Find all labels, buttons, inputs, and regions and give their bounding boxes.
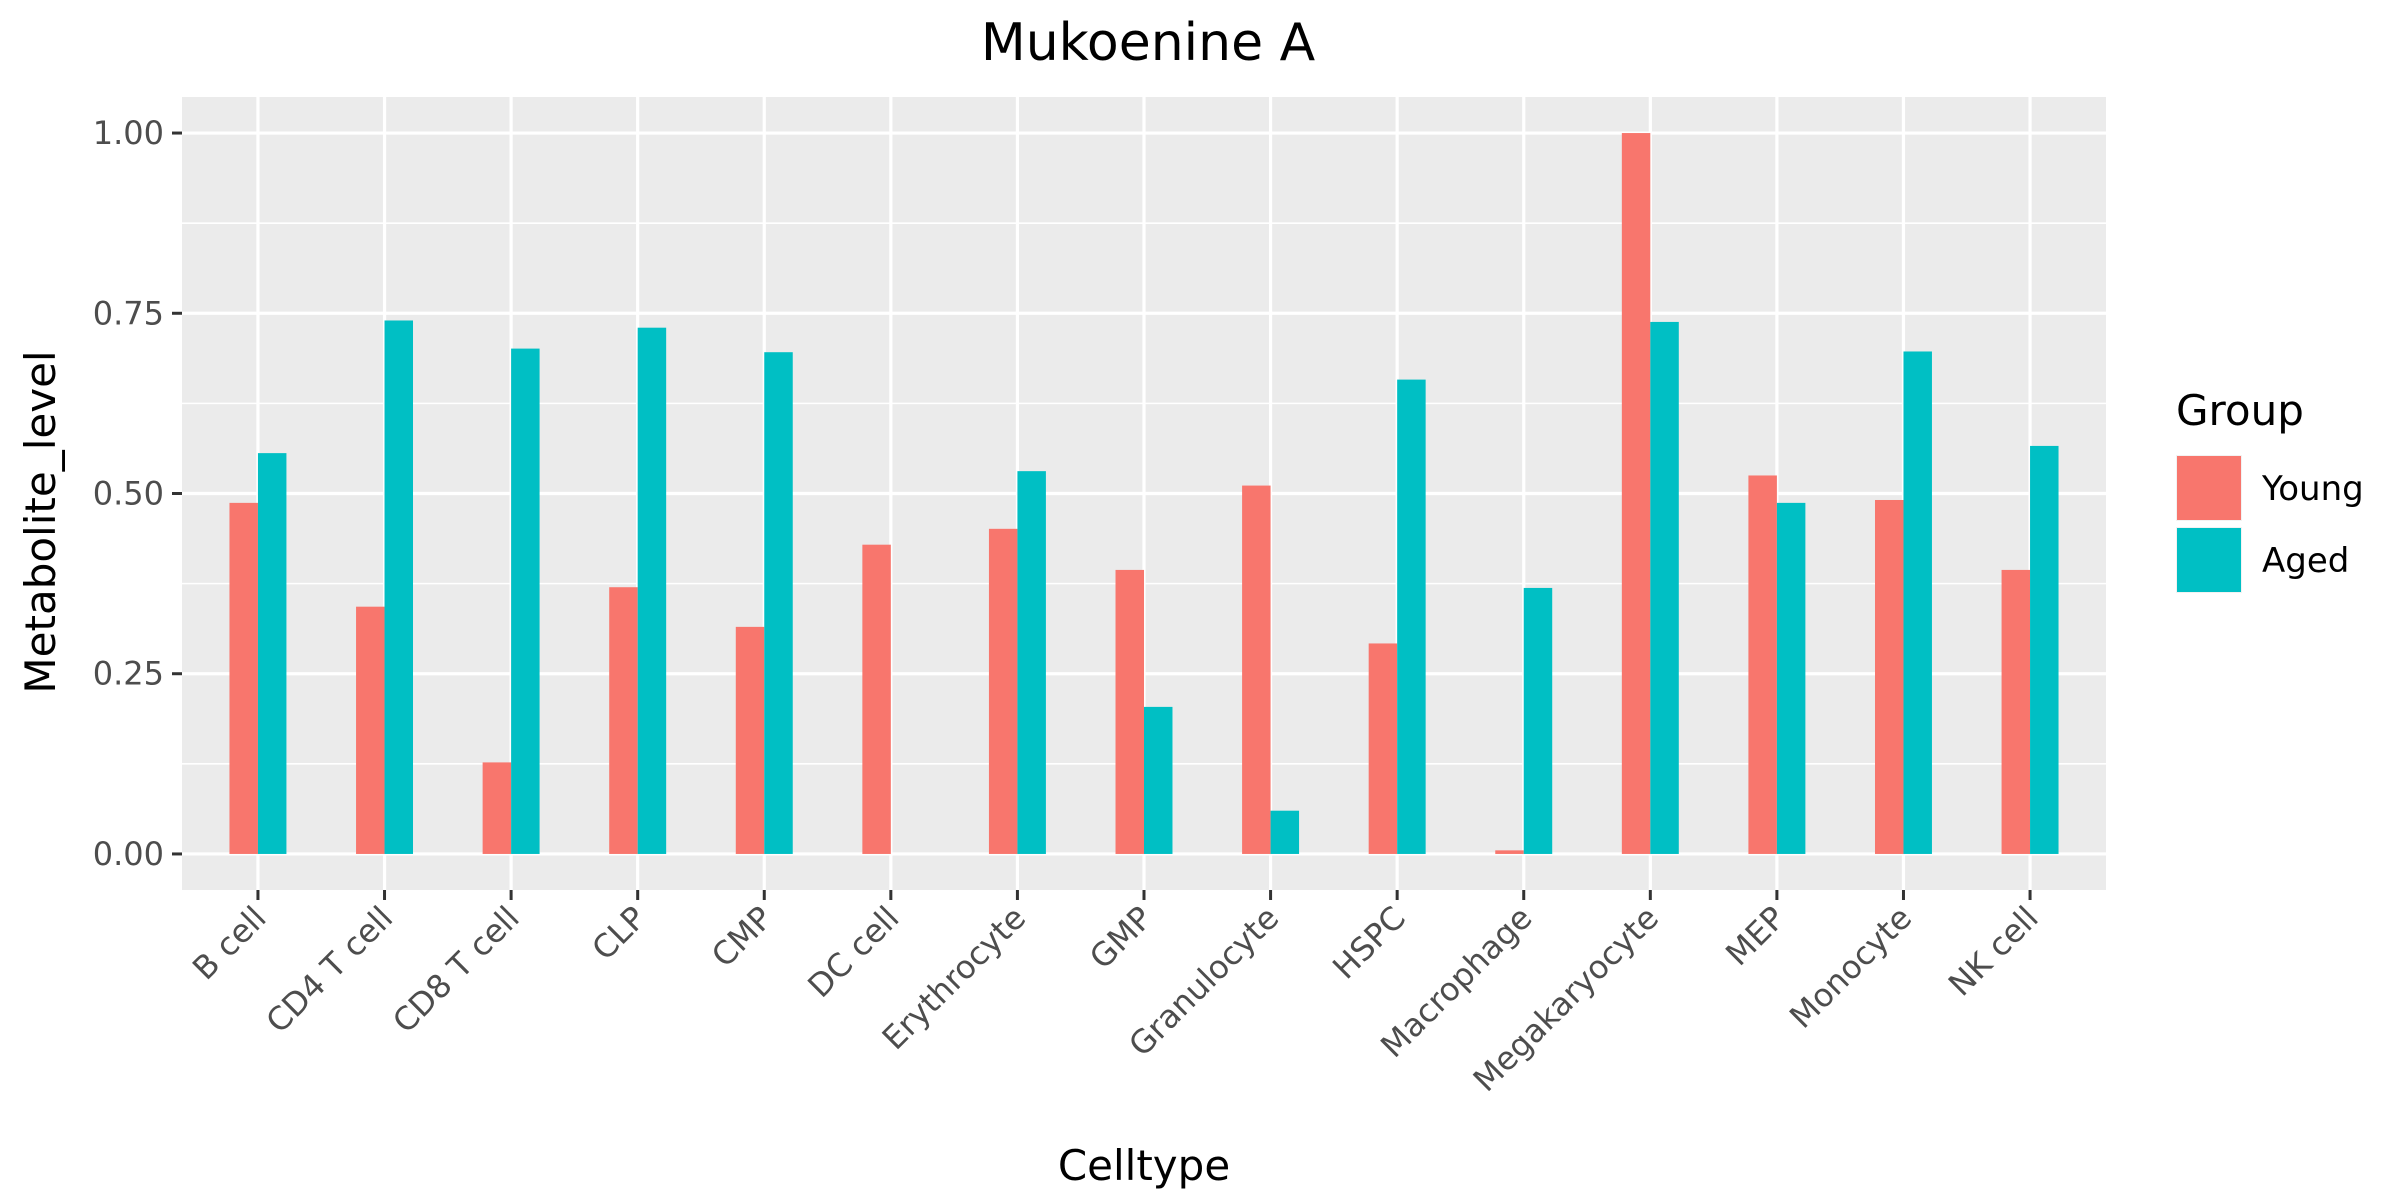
legend: Group Young Aged	[2176, 386, 2364, 593]
x-tick-label: CD4 T cell	[259, 899, 401, 1041]
y-axis-title: Metabolite_level	[16, 350, 65, 693]
legend-label: Young	[2261, 469, 2364, 509]
bar-aged	[1017, 471, 1046, 854]
bar-young	[609, 587, 638, 854]
bar-aged	[1397, 379, 1426, 854]
bar-young	[988, 528, 1018, 854]
bar-young	[1621, 133, 1651, 854]
legend-swatch-young	[2177, 456, 2241, 520]
x-tick-label: HSPC	[1325, 899, 1413, 987]
chart-title: Mukoenine A	[981, 13, 1316, 73]
bar-aged	[1523, 587, 1553, 854]
bar-young	[2001, 569, 2031, 854]
bar-young	[1368, 643, 1398, 854]
bar-aged	[2030, 445, 2059, 854]
y-tick-label: 0.75	[93, 294, 164, 332]
legend-title: Group	[2176, 386, 2304, 435]
x-tick-label: GMP	[1082, 899, 1160, 977]
bar-young	[1495, 850, 1524, 854]
y-tick-label: 0.00	[93, 835, 164, 873]
x-tick-label: Monocyte	[1782, 899, 1919, 1036]
bar-aged	[1903, 351, 1932, 854]
x-axis-title: Celltype	[1058, 1141, 1230, 1190]
bar-aged	[1776, 502, 1806, 854]
bar-young	[356, 606, 385, 854]
y-tick-label: 0.25	[93, 655, 164, 693]
bar-aged	[257, 453, 287, 854]
bar-aged	[1144, 706, 1173, 854]
y-tick-label: 0.50	[93, 475, 164, 513]
y-axis: 0.00 0.25 0.50 0.75 1.00	[93, 114, 182, 873]
bar-aged	[384, 320, 414, 854]
x-tick-label: CLP	[584, 899, 653, 968]
bar-young	[1748, 475, 1777, 854]
bar-young	[482, 762, 512, 854]
bar-young	[1242, 485, 1271, 854]
bars	[229, 133, 2059, 854]
x-tick-label: MEP	[1718, 899, 1792, 973]
bar-young	[1874, 499, 1904, 854]
bar-young	[229, 502, 258, 854]
bar-aged	[637, 327, 667, 854]
legend-swatch-aged	[2177, 528, 2241, 592]
bar-young	[862, 544, 891, 854]
bar-aged	[1650, 321, 1679, 854]
y-tick-label: 1.00	[93, 114, 164, 152]
x-tick-label: B cell	[185, 899, 274, 988]
legend-label: Aged	[2262, 541, 2349, 581]
x-tick-label: DC cell	[800, 899, 906, 1005]
x-tick-label: CD8 T cell	[385, 899, 527, 1041]
bar-aged	[1270, 810, 1300, 854]
bar-aged	[511, 348, 540, 854]
bar-young	[1115, 569, 1144, 854]
x-tick-label: NK cell	[1941, 899, 2046, 1004]
bar-young	[735, 626, 765, 854]
bar-aged	[764, 352, 793, 854]
x-tick-label: CMP	[704, 899, 780, 975]
